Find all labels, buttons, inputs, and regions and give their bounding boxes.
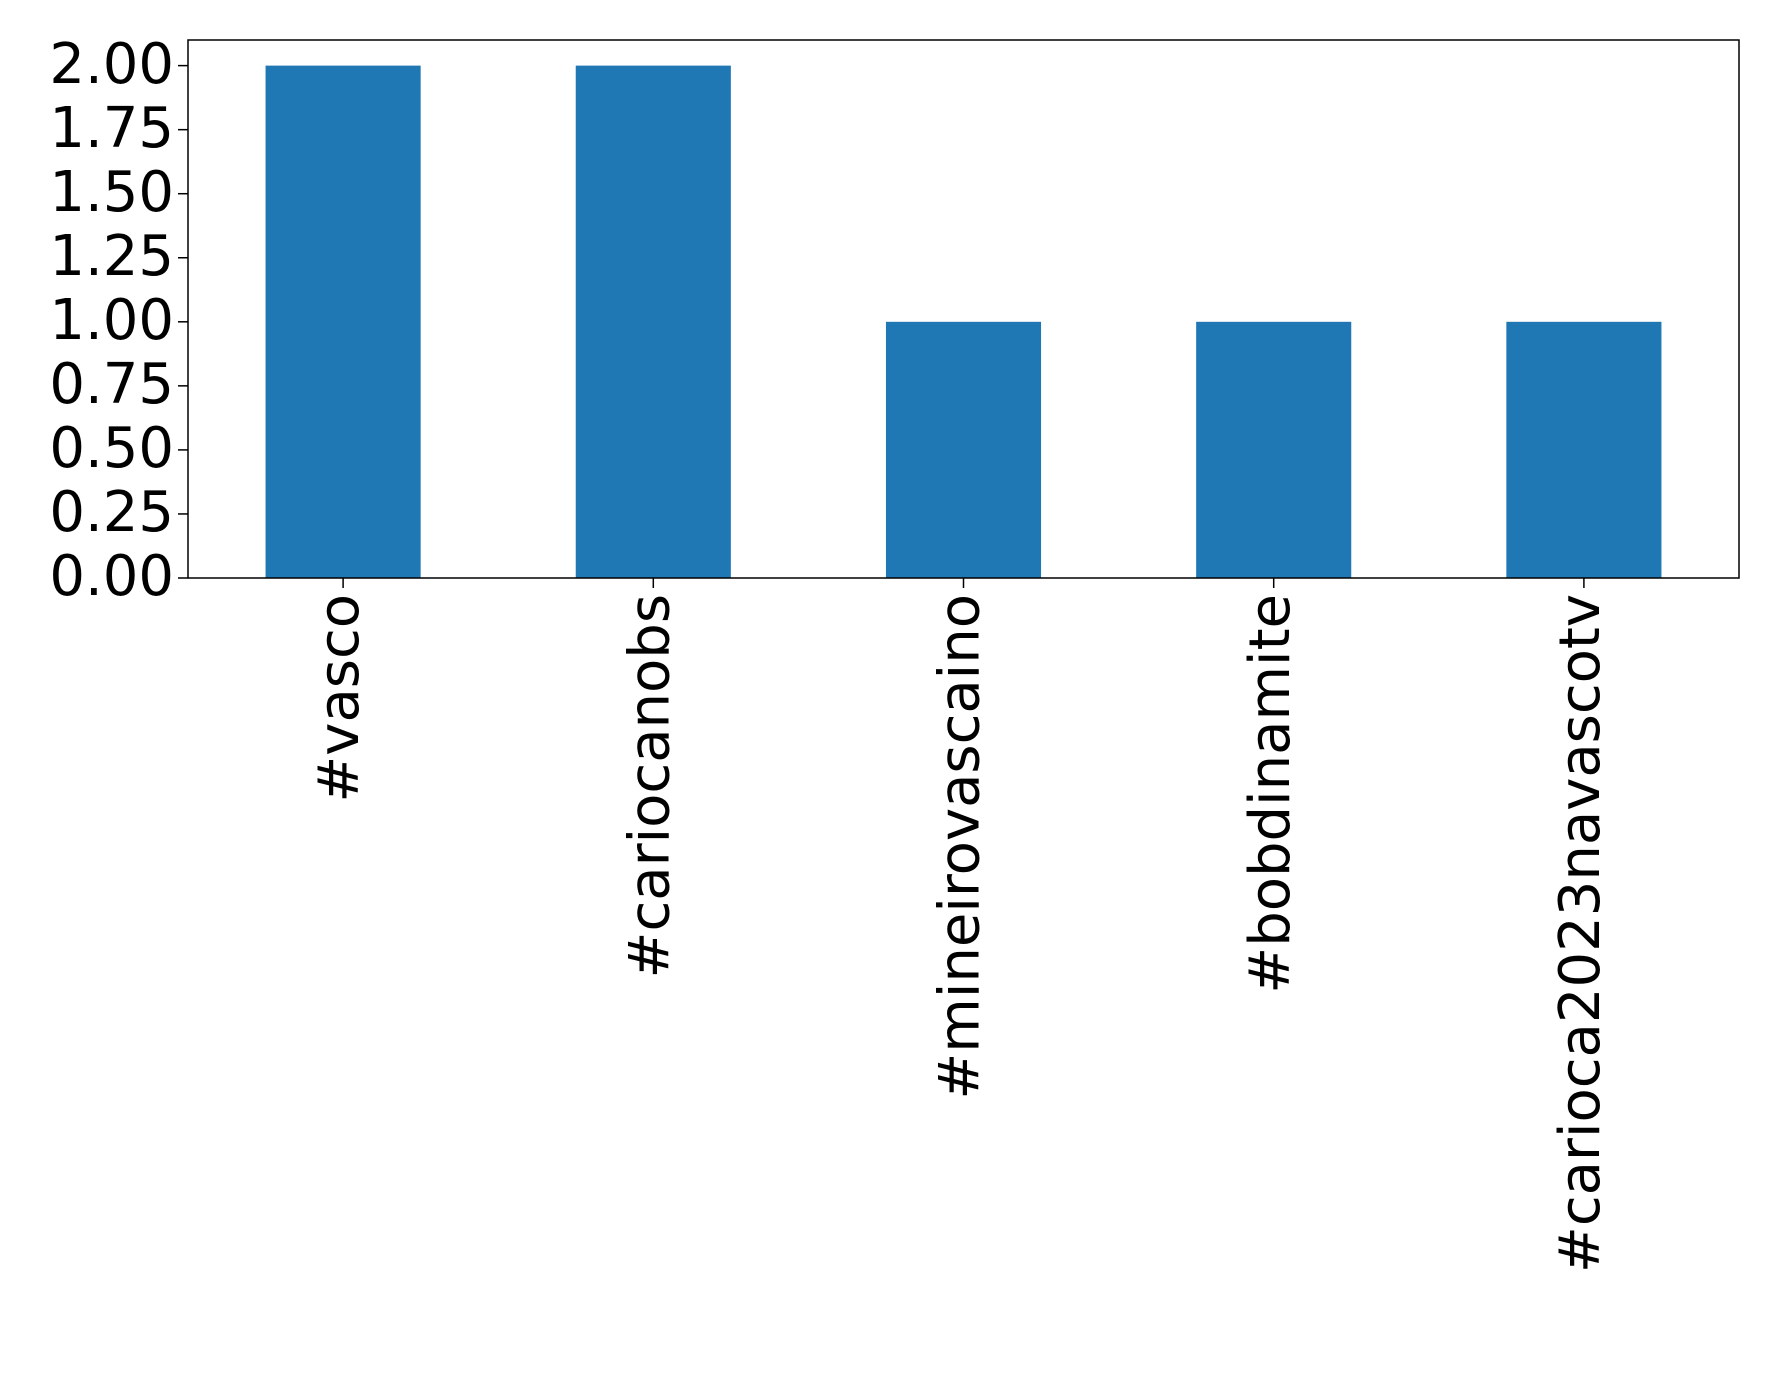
bar (1196, 321, 1352, 578)
y-tick-label: 1.50 (49, 160, 174, 225)
bar (575, 65, 731, 579)
plot-frame (187, 39, 1740, 579)
y-tick-label: 1.75 (49, 96, 174, 161)
y-tick-label: 0.50 (49, 416, 174, 481)
bar (885, 321, 1042, 578)
y-tick-label: 0.00 (49, 544, 174, 609)
x-tick-label: #vasco (307, 594, 372, 803)
y-tick-label: 0.25 (49, 480, 174, 545)
y-tick-label: 1.25 (49, 224, 174, 289)
bar (265, 65, 421, 579)
x-tick-label: #mineirovascaino (928, 594, 993, 1100)
y-tick-label: 2.00 (49, 32, 174, 97)
bar (1506, 321, 1662, 578)
x-tick-label: #bobdinamite (1238, 594, 1303, 994)
x-tick-label: #cariocanobs (617, 594, 682, 978)
y-tick-label: 1.00 (49, 288, 174, 353)
y-tick-label: 0.75 (49, 352, 174, 417)
x-tick-label: #carioca2023navascotv (1548, 594, 1613, 1273)
